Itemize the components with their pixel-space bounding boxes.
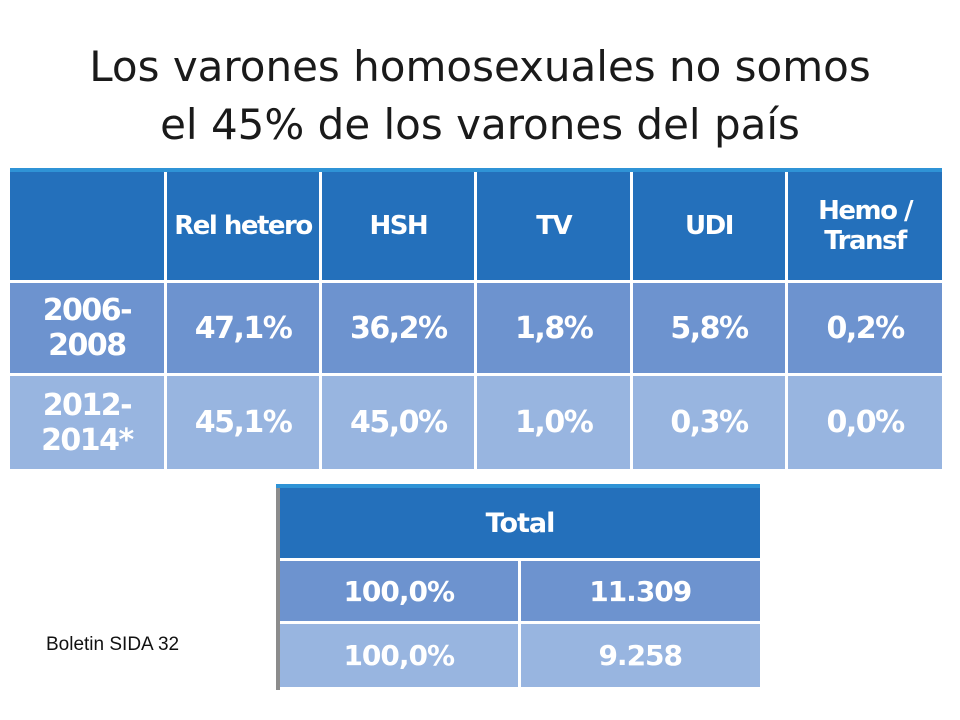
total-percent-cell: 100,0% [278, 559, 521, 625]
header-rel-hetero: Rel hetero [165, 170, 323, 283]
table-cell: 36,2% [320, 281, 478, 377]
header-udi: UDI [631, 170, 789, 283]
table-header-row: Rel hetero HSH TV UDI Hemo / Transf [10, 170, 942, 283]
header-tv: TV [475, 170, 633, 283]
title-line-2: el 45% de los varones del país [160, 100, 800, 149]
header-total: Total [278, 486, 760, 561]
header-corner-cell [10, 170, 167, 283]
slide-title: Los varones homosexuales no somos el 45%… [0, 38, 960, 154]
period-cell: 2006-2008 [10, 281, 167, 377]
table-cell: 0,2% [786, 281, 942, 377]
total-percent-cell: 100,0% [278, 622, 521, 690]
table-cell: 1,0% [475, 374, 633, 472]
transmission-table: Rel hetero HSH TV UDI Hemo / Transf 2006… [10, 168, 942, 472]
table-cell: 45,1% [165, 374, 323, 472]
source-caption: Boletin SIDA 32 [46, 634, 180, 655]
table-cell: 0,3% [631, 374, 789, 472]
total-header-row: Total [278, 486, 760, 561]
header-hemo-transf: Hemo / Transf [786, 170, 942, 283]
period-cell: 2012-2014* [10, 374, 167, 472]
total-count-cell: 11.309 [519, 559, 760, 625]
table-row: 100,0% 9.258 [278, 622, 760, 690]
table-row: 2012-2014* 45,1% 45,0% 1,0% 0,3% 0,0% [10, 374, 942, 472]
table-cell: 0,0% [786, 374, 942, 472]
title-line-1: Los varones homosexuales no somos [89, 42, 871, 91]
table-cell: 45,0% [320, 374, 478, 472]
total-count-cell: 9.258 [519, 622, 760, 690]
total-table: Total 100,0% 11.309 100,0% 9.258 [276, 484, 760, 690]
header-hsh: HSH [320, 170, 478, 283]
table-row: 2006-2008 47,1% 36,2% 1,8% 5,8% 0,2% [10, 281, 942, 377]
table-cell: 5,8% [631, 281, 789, 377]
table-row: 100,0% 11.309 [278, 559, 760, 625]
table-cell: 1,8% [475, 281, 633, 377]
table-cell: 47,1% [165, 281, 323, 377]
